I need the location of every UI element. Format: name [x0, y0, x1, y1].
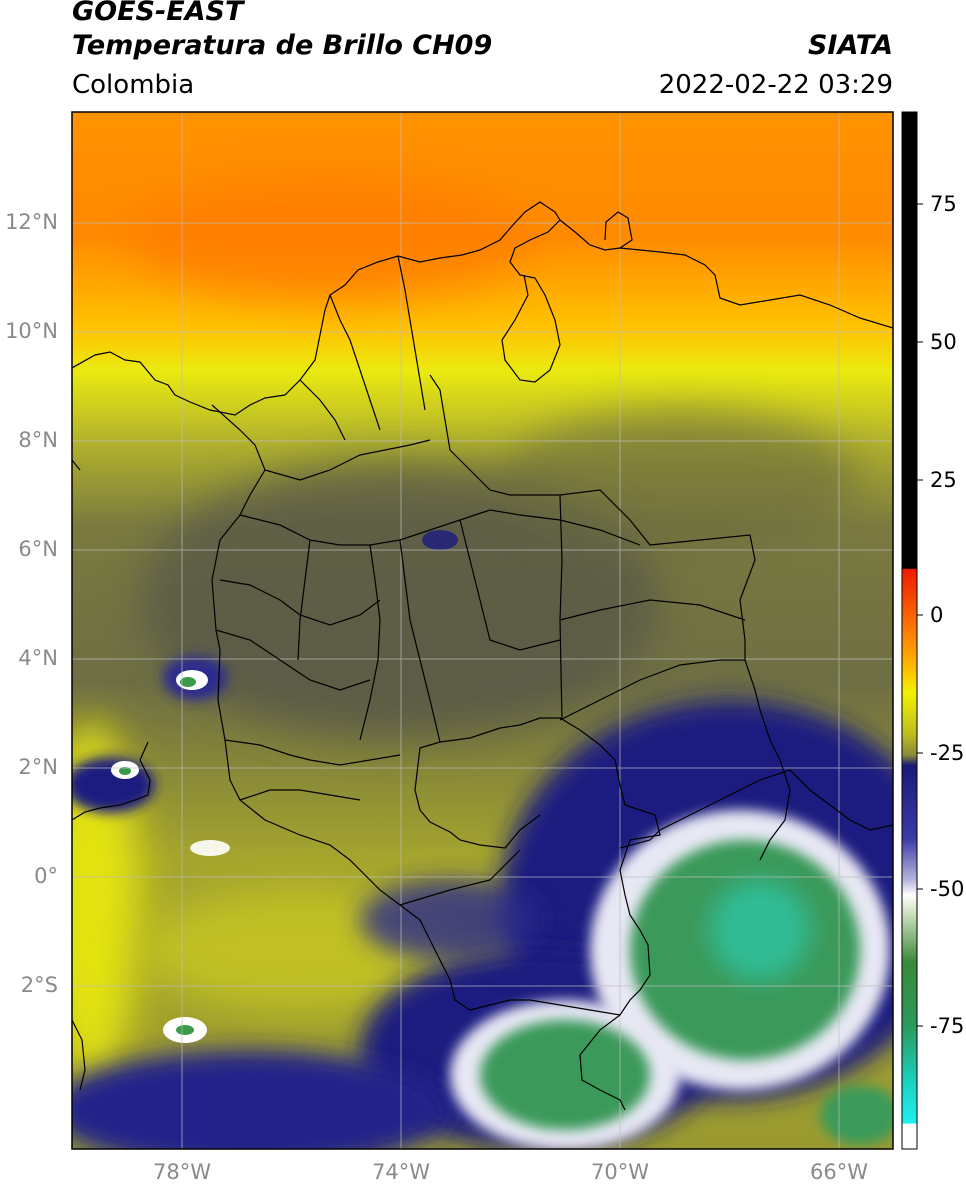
lat-tick-0: 0° [34, 864, 58, 888]
boundaries [72, 201, 893, 1111]
lat-tick-8n: 8°N [18, 428, 58, 452]
colorbar-tick-50: 50 [930, 330, 957, 354]
lat-tick-2n: 2°N [18, 755, 58, 779]
lon-tick-66w: 66°W [810, 1160, 868, 1184]
colorbar [901, 111, 923, 1150]
map-gridlines [72, 112, 893, 1149]
colorbar-tick-minus75: -75 [930, 1014, 965, 1038]
map-frame [71, 111, 894, 1150]
lat-tick-2s: 2°S [20, 973, 58, 997]
colorbar-tick-minus50: -50 [930, 877, 965, 901]
colorbar-tick-0: 0 [930, 603, 944, 627]
lon-tick-78w: 78°W [153, 1160, 211, 1184]
lat-tick-10n: 10°N [5, 319, 58, 343]
lat-tick-4n: 4°N [18, 646, 58, 670]
lon-tick-74w: 74°W [372, 1160, 430, 1184]
satellite-title: GOES-EAST [72, 0, 244, 27]
colorbar-tick-25: 25 [930, 468, 957, 492]
lat-tick-12n: 12°N [5, 210, 58, 234]
satellite-imagery [72, 112, 893, 1149]
region-label: Colombia [72, 70, 195, 100]
colorbar-tick-minus25: -25 [930, 741, 965, 765]
lon-tick-70w: 70°W [591, 1160, 649, 1184]
product-title: Temperatura de Brillo CH09 [72, 30, 493, 61]
datetime-label: 2022-02-22 03:29 [658, 70, 893, 100]
lat-tick-6n: 6°N [18, 537, 58, 561]
organization-label: SIATA [807, 30, 893, 61]
colorbar-tick-75: 75 [930, 192, 957, 216]
